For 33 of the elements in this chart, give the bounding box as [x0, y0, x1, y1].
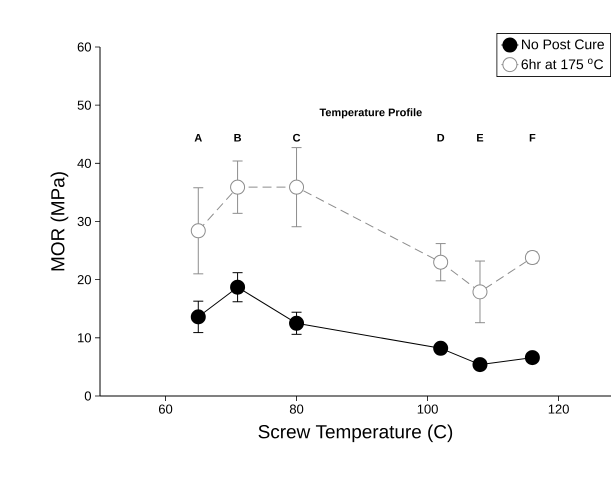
annotation: F: [530, 134, 536, 142]
point: [472, 357, 488, 372]
x-tick-label: 120: [548, 404, 569, 414]
annotation: D: [437, 134, 444, 142]
y-tick-label: 40: [77, 158, 91, 168]
point: [524, 350, 540, 366]
point: [289, 316, 304, 331]
x-axis-title: Screw Temperature (C): [258, 424, 452, 442]
annotation: E: [477, 134, 484, 142]
point: [472, 284, 488, 300]
legend-label: 6hr at 175 $^{o}$C: [522, 58, 604, 70]
point: [190, 223, 206, 238]
annotation: Temperature Profile: [320, 108, 422, 118]
y-axis-title: MOR (MPa): [50, 172, 68, 270]
x-tick-label: 80: [290, 404, 304, 414]
annotation: B: [234, 134, 242, 142]
y-tick-label: 0: [84, 391, 91, 401]
point: [230, 280, 246, 295]
annotation: A: [194, 134, 202, 142]
y-tick-label: 20: [78, 275, 91, 284]
y-tick-label: 30: [78, 216, 91, 226]
point: [289, 180, 304, 195]
point: [190, 309, 206, 324]
legend-label: No Post Cure: [522, 39, 604, 50]
point: [230, 180, 246, 195]
annotation: C: [293, 134, 300, 142]
y-tick-label: 50: [78, 100, 91, 110]
point: [433, 340, 448, 356]
x-tick-label: 100: [418, 404, 438, 414]
y-tick-label: 60: [78, 42, 91, 52]
point: [433, 254, 448, 270]
y-tick-label: 10: [78, 333, 91, 342]
x-tick-label: 60: [158, 404, 172, 414]
